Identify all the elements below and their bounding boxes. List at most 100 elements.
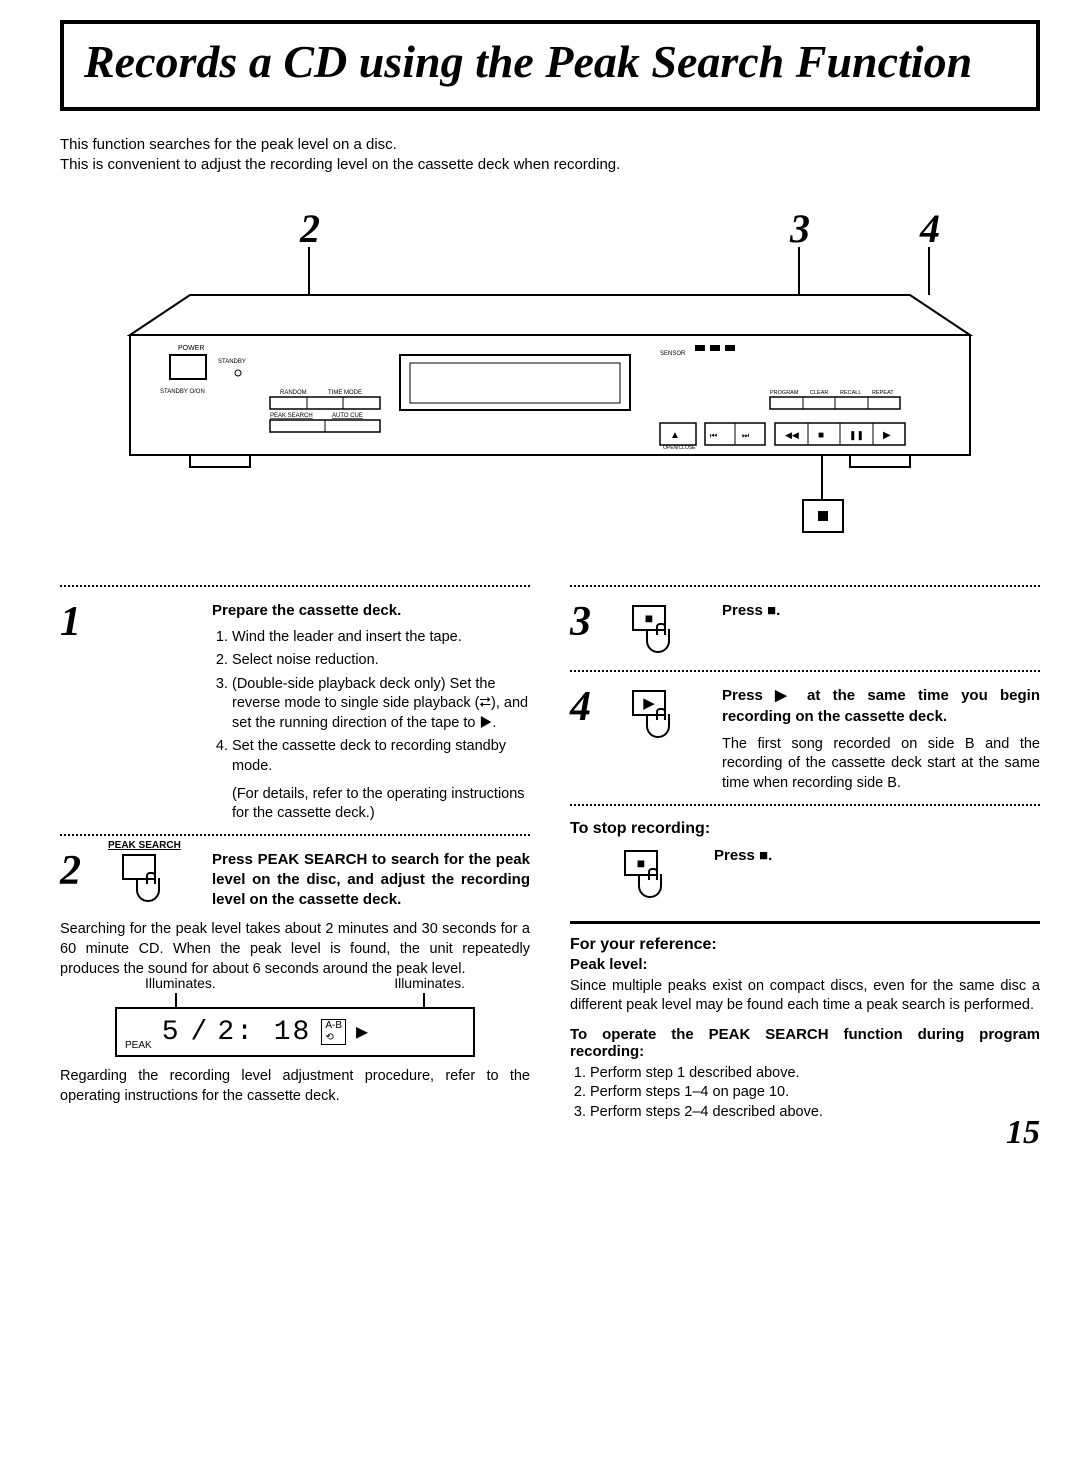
peak-search-button-label: PEAK SEARCH [108, 840, 181, 851]
divider [570, 670, 1040, 672]
stop-button-icon-2: ■ [610, 850, 680, 900]
intro-text: This function searches for the peak leve… [60, 135, 1040, 176]
step-2-number: 2 [60, 850, 94, 911]
separator: / [191, 1017, 208, 1048]
loop-indicator: ⟲ [325, 1033, 342, 1043]
diagram-num-4: 4 [920, 205, 940, 252]
step-1-item-1: Wind the leader and insert the tape. [232, 628, 530, 648]
leader-line-3 [798, 247, 800, 295]
stop-icon: ■ [637, 855, 645, 871]
left-column: 1 Prepare the cassette deck. Wind the le… [60, 575, 530, 1132]
illuminates-label-2: Illuminates. [394, 975, 465, 991]
step-1: 1 Prepare the cassette deck. Wind the le… [60, 601, 530, 823]
clear-label: CLEAR [810, 390, 828, 396]
step-2: 2 PEAK SEARCH Press PEAK SEARCH to searc… [60, 850, 530, 911]
intro-line-1: This function searches for the peak leve… [60, 135, 1040, 155]
step-4-icon-cell: ▶ [618, 686, 708, 793]
step-1-text: Prepare the cassette deck. Wind the lead… [212, 601, 530, 823]
step-1-number: 1 [60, 601, 94, 823]
step-1-item-2: Select noise reduction. [232, 651, 530, 671]
step-2-icon-cell: PEAK SEARCH [108, 850, 198, 911]
svg-text:❚❚: ❚❚ [849, 430, 864, 441]
svg-text:▶: ▶ [883, 430, 891, 441]
manual-page: Records a CD using the Peak Search Funct… [0, 0, 1080, 1172]
svg-text:▲: ▲ [670, 430, 680, 441]
step-3-number: 3 [570, 601, 604, 660]
auto-cue-label: AUTO CUE [332, 413, 363, 419]
divider [570, 804, 1040, 806]
program-step-2: Perform steps 1–4 on page 10. [590, 1083, 1040, 1103]
repeat-label: REPEAT [872, 390, 894, 396]
time-display: 2: 18 [217, 1017, 311, 1048]
intro-line-2: This is convenient to adjust the recordi… [60, 155, 1040, 175]
leader-line [423, 993, 425, 1007]
svg-text:⏭: ⏭ [742, 431, 749, 440]
stop-step: ■ Press ■. [610, 846, 1040, 905]
divider [60, 585, 530, 587]
program-step-1: Perform step 1 described above. [590, 1064, 1040, 1084]
leader-line [175, 993, 177, 1007]
title-box: Records a CD using the Peak Search Funct… [60, 20, 1040, 111]
stop-icon: ■ [645, 610, 653, 626]
page-number: 15 [1006, 1114, 1040, 1152]
open-close-label: OPEN/CLOSE [663, 445, 696, 451]
leader-line-2 [308, 247, 310, 295]
right-column: 3 ■ Press ■. 4 ▶ [570, 575, 1040, 1132]
mode-indicators: A-B ⟲ [321, 1019, 346, 1045]
step-4-note: The first song recorded on side B and th… [722, 735, 1040, 794]
step-1-note: (For details, refer to the operating ins… [212, 785, 530, 824]
program-step-3: Perform steps 2–4 described above. [590, 1103, 1040, 1123]
step-4-text: Press ▶ at the same time you begin recor… [722, 686, 1040, 793]
stop-heading: To stop recording: [570, 820, 1040, 838]
play-icon: ▶ [643, 694, 655, 712]
device-diagram: 2 3 4 POWER STANDBY STANDBY O/ON RANDOM [70, 205, 1030, 545]
stop-text: Press ■. [714, 846, 1040, 905]
step-3-text: Press ■. [722, 601, 1040, 660]
page-title: Records a CD using the Peak Search Funct… [84, 36, 1016, 89]
stop-button-icon: ■ [618, 605, 688, 655]
cd-player-drawing: POWER STANDBY STANDBY O/ON RANDOM TIME M… [70, 205, 1030, 545]
step-4-heading: Press ▶ at the same time you begin recor… [722, 686, 1040, 727]
step-1-heading: Prepare the cassette deck. [212, 601, 530, 621]
search-note: Searching for the peak level takes about… [60, 920, 530, 979]
diagram-num-3: 3 [790, 205, 810, 252]
peak-level-heading: Peak level: [570, 956, 1040, 973]
step-1-item-3: (Double-side playback deck only) Set the… [232, 675, 530, 734]
svg-text:■: ■ [818, 430, 824, 441]
track-number: 5 [162, 1017, 181, 1048]
step-1-substeps: Wind the leader and insert the tape. Sel… [212, 628, 530, 777]
program-steps: Perform step 1 described above. Perform … [570, 1064, 1040, 1123]
reference-heading: For your reference: [570, 936, 1040, 954]
display-panel: PEAK 5 / 2: 18 A-B ⟲ ▶ [115, 1007, 475, 1057]
standby-label: STANDBY [218, 359, 246, 365]
play-button-icon: ▶ [618, 690, 688, 740]
play-indicator: ▶ [356, 1019, 368, 1045]
sensor-label: SENSOR [660, 351, 686, 357]
divider [570, 585, 1040, 587]
step-1-item-4: Set the cassette deck to recording stand… [232, 737, 530, 776]
diagram-num-2: 2 [300, 205, 320, 252]
peak-level-text: Since multiple peaks exist on compact di… [570, 977, 1040, 1016]
step-3-heading: Press ■. [722, 602, 780, 619]
leader-line-4 [928, 247, 930, 295]
peak-search-button-icon: PEAK SEARCH [108, 854, 178, 904]
step-3: 3 ■ Press ■. [570, 601, 1040, 660]
display-note: Regarding the recording level adjustment… [60, 1067, 530, 1106]
reference-section: For your reference: Peak level: Since mu… [570, 936, 1040, 1123]
svg-text:◀◀: ◀◀ [785, 430, 799, 440]
stop-instruction: Press ■. [714, 847, 772, 864]
illuminates-label-1: Illuminates. [145, 975, 216, 991]
instruction-columns: 1 Prepare the cassette deck. Wind the le… [60, 575, 1040, 1132]
step-1-icon-cell [108, 601, 198, 823]
step-4-number: 4 [570, 686, 604, 793]
random-label: RANDOM [280, 390, 307, 396]
solid-divider [570, 921, 1040, 924]
standby-on-label: STANDBY O/ON [160, 389, 205, 395]
stop-icon-cell: ■ [610, 846, 700, 905]
svg-text:⏮: ⏮ [710, 431, 717, 440]
step-2-heading: Press PEAK SEARCH to search for the peak… [212, 851, 530, 909]
power-label: POWER [178, 345, 204, 352]
program-heading: To operate the PEAK SEARCH function duri… [570, 1026, 1040, 1060]
recall-label: RECALL [840, 390, 861, 396]
program-label: PROGRAM [770, 390, 799, 396]
